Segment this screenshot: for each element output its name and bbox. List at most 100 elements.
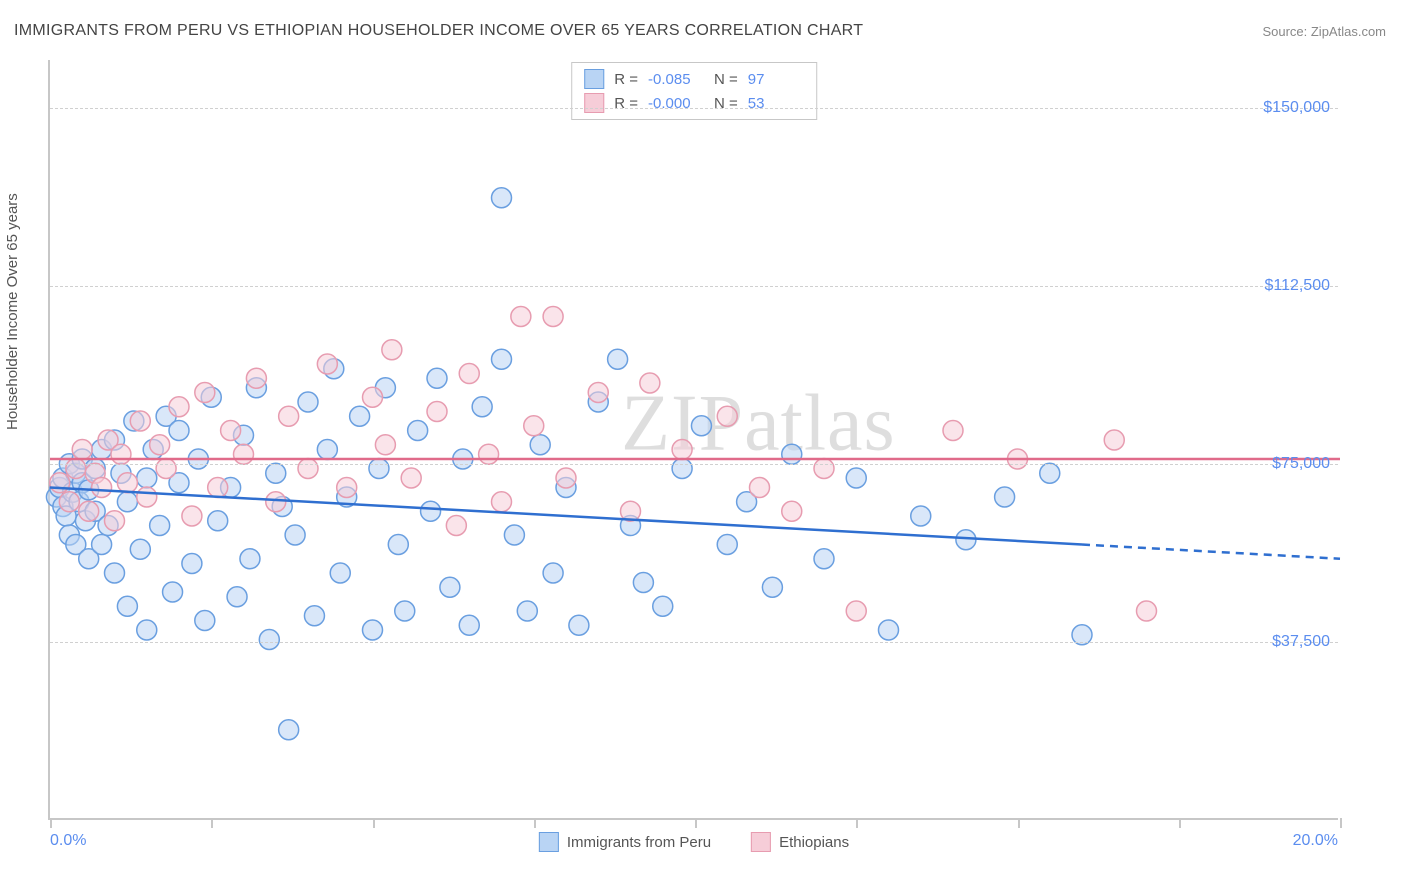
x-tick [856,818,858,828]
chart-title: IMMIGRANTS FROM PERU VS ETHIOPIAN HOUSEH… [14,22,863,40]
data-point-ethiopia [511,307,531,327]
data-point-peru [150,516,170,536]
data-point-peru [956,530,976,550]
data-point-ethiopia [59,492,79,512]
data-point-peru [814,549,834,569]
data-point-peru [169,421,189,441]
legend-row-peru: R = -0.085 N = 97 [584,67,804,91]
data-point-peru [911,506,931,526]
y-tick-label: $112,500 [1264,277,1330,295]
correlation-legend: R = -0.085 N = 97 R = -0.000 N = 53 [571,62,817,120]
data-point-ethiopia [182,506,202,526]
data-point-ethiopia [588,383,608,403]
scatter-svg [50,60,1338,818]
data-point-ethiopia [117,473,137,493]
data-point-peru [633,573,653,593]
legend-item-ethiopia: Ethiopians [751,832,849,852]
data-point-peru [137,620,157,640]
data-point-ethiopia [375,435,395,455]
x-tick [50,818,52,828]
data-point-ethiopia [427,402,447,422]
data-point-peru [421,501,441,521]
data-point-peru [363,620,383,640]
x-tick [373,818,375,828]
data-point-ethiopia [846,601,866,621]
data-point-ethiopia [524,416,544,436]
gridline [50,286,1338,287]
data-point-peru [569,615,589,635]
gridline [50,642,1338,643]
data-point-peru [259,630,279,650]
data-point-peru [762,577,782,597]
data-point-peru [459,615,479,635]
legend-label-peru: Immigrants from Peru [567,834,711,851]
data-point-ethiopia [543,307,563,327]
data-point-peru [408,421,428,441]
data-point-ethiopia [1104,430,1124,450]
data-point-ethiopia [150,435,170,455]
x-tick [695,818,697,828]
data-point-ethiopia [672,440,692,460]
data-point-ethiopia [814,459,834,479]
legend-swatch-ethiopia-bottom [751,832,771,852]
data-point-peru [995,487,1015,507]
data-point-ethiopia [337,478,357,498]
data-point-peru [717,535,737,555]
data-point-ethiopia [130,411,150,431]
data-point-ethiopia [279,406,299,426]
legend-swatch-peru-bottom [539,832,559,852]
data-point-peru [285,525,305,545]
x-tick [1340,818,1342,828]
x-axis-min-label: 0.0% [50,832,86,850]
regression-line-dashed-peru [1082,545,1340,559]
series-legend: Immigrants from Peru Ethiopians [539,832,849,852]
data-point-ethiopia [50,473,70,493]
data-point-peru [163,582,183,602]
data-point-peru [504,525,524,545]
y-tick-label: $37,500 [1272,633,1330,651]
data-point-ethiopia [92,478,112,498]
data-point-peru [317,440,337,460]
data-point-ethiopia [492,492,512,512]
data-point-peru [208,511,228,531]
data-point-ethiopia [221,421,241,441]
legend-swatch-peru [584,69,604,89]
data-point-ethiopia [111,444,131,464]
data-point-peru [182,554,202,574]
legend-r-label: R = [614,71,638,88]
data-point-peru [492,349,512,369]
x-tick [1018,818,1020,828]
data-point-ethiopia [72,440,92,460]
gridline [50,108,1338,109]
legend-r-label: R = [614,95,638,112]
data-point-ethiopia [137,487,157,507]
data-point-peru [691,416,711,436]
x-tick [211,818,213,828]
data-point-peru [388,535,408,555]
data-point-peru [304,606,324,626]
data-point-peru [227,587,247,607]
data-point-peru [1040,463,1060,483]
data-point-peru [195,611,215,631]
data-point-ethiopia [401,468,421,488]
legend-n-value-ethiopia: 53 [748,95,804,112]
legend-n-value-peru: 97 [748,71,804,88]
data-point-peru [472,397,492,417]
data-point-peru [105,563,125,583]
data-point-peru [846,468,866,488]
data-point-ethiopia [156,459,176,479]
legend-row-ethiopia: R = -0.000 N = 53 [584,91,804,115]
legend-label-ethiopia: Ethiopians [779,834,849,851]
data-point-peru [266,463,286,483]
data-point-ethiopia [266,492,286,512]
x-tick [1179,818,1181,828]
data-point-ethiopia [943,421,963,441]
data-point-ethiopia [446,516,466,536]
data-point-peru [782,444,802,464]
data-point-ethiopia [208,478,228,498]
data-point-peru [330,563,350,583]
data-point-peru [440,577,460,597]
data-point-peru [492,188,512,208]
data-point-peru [543,563,563,583]
data-point-ethiopia [1137,601,1157,621]
